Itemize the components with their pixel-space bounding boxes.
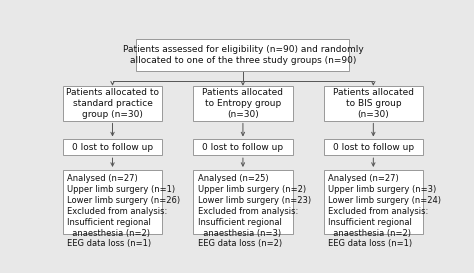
Text: Patients assessed for eligibility (n=90) and randomly
allocated to one of the th: Patients assessed for eligibility (n=90)… xyxy=(123,45,363,65)
Text: Analysed (n=27)
Upper limb surgery (n=1)
Lower limb surgery (n=26)
Excluded from: Analysed (n=27) Upper limb surgery (n=1)… xyxy=(67,174,181,248)
FancyBboxPatch shape xyxy=(324,140,423,155)
FancyBboxPatch shape xyxy=(324,86,423,120)
Text: Patients allocated
to BIS group
(n=30): Patients allocated to BIS group (n=30) xyxy=(333,88,414,119)
FancyBboxPatch shape xyxy=(193,140,292,155)
FancyBboxPatch shape xyxy=(63,86,162,120)
Text: 0 lost to follow up: 0 lost to follow up xyxy=(202,143,283,152)
Text: Analysed (n=25)
Upper limb surgery (n=2)
Lower limb surgery (n=23)
Excluded from: Analysed (n=25) Upper limb surgery (n=2)… xyxy=(198,174,311,248)
Text: Patients allocated to
standard practice
group (n=30): Patients allocated to standard practice … xyxy=(66,88,159,119)
Text: Analysed (n=27)
Upper limb surgery (n=3)
Lower limb surgery (n=24)
Excluded from: Analysed (n=27) Upper limb surgery (n=3)… xyxy=(328,174,441,248)
Text: 0 lost to follow up: 0 lost to follow up xyxy=(333,143,414,152)
Text: 0 lost to follow up: 0 lost to follow up xyxy=(72,143,153,152)
FancyBboxPatch shape xyxy=(324,170,423,234)
FancyBboxPatch shape xyxy=(137,38,349,71)
FancyBboxPatch shape xyxy=(63,170,162,234)
FancyBboxPatch shape xyxy=(193,86,292,120)
FancyBboxPatch shape xyxy=(63,140,162,155)
FancyBboxPatch shape xyxy=(193,170,292,234)
Text: Patients allocated
to Entropy group
(n=30): Patients allocated to Entropy group (n=3… xyxy=(202,88,283,119)
